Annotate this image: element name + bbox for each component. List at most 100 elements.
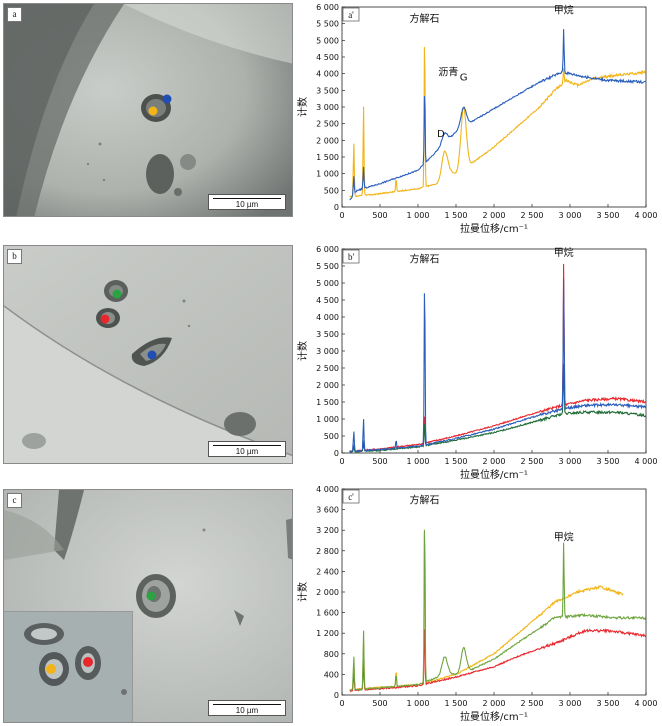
scale-bar-line: [213, 445, 281, 446]
analysis-point-blue: [162, 94, 172, 104]
x-tick-label: 2 500: [521, 457, 544, 466]
scale-bar-b: 10 µm: [208, 441, 286, 457]
x-tick-label: 500: [372, 457, 387, 466]
panel-label-b: b: [7, 249, 22, 264]
analysis-point-yellow: [46, 664, 56, 674]
chart-svg-c: 0 400 800 1 200 1 600 2 000 2 400 2 800 3 200 3 6…: [296, 485, 658, 723]
x-axis-label: 拉曼位移/cm⁻¹: [460, 222, 528, 235]
x-tick-label: 0: [339, 211, 344, 220]
y-tick-label: 4 000: [316, 313, 339, 322]
peak-annotation: 甲烷: [554, 246, 574, 259]
y-tick-label: 6 000: [316, 245, 339, 254]
y-tick-label: 1 500: [316, 398, 339, 407]
x-tick-label: 3 000: [559, 457, 582, 466]
scale-bar-label: 10 µm: [235, 200, 259, 209]
peak-annotation: 甲烷: [554, 531, 574, 544]
spectrum-series-line: [349, 263, 647, 453]
peak-annotation: 甲烷: [554, 4, 574, 17]
y-tick-label: 2 000: [316, 588, 339, 597]
y-tick-label: 400: [324, 670, 339, 679]
chart-svg-a: 0 500 1 000 1 500 2 000 2 500 3 000 3 500 4 000 4…: [296, 3, 658, 235]
svg-text:a': a': [348, 10, 354, 20]
scale-bar-label: 10 µm: [235, 447, 259, 456]
x-tick-label: 4 000: [635, 211, 658, 220]
peak-annotation: 方解石: [409, 493, 439, 506]
y-tick-label: 500: [324, 432, 339, 441]
scale-bar-a: 10 µm: [208, 194, 286, 210]
x-tick-label: 500: [372, 699, 387, 708]
raman-spectrum-chart-c: 0 400 800 1 200 1 600 2 000 2 400 2 800 3 200 3 6…: [296, 482, 662, 726]
peak-annotation: 方解石: [409, 12, 439, 25]
y-tick-label: 2 800: [316, 547, 339, 556]
peak-annotation: G: [460, 72, 468, 83]
plot-frame: [341, 248, 647, 454]
x-axis-label: 拉曼位移/cm⁻¹: [460, 468, 528, 481]
y-tick-label: 0: [334, 203, 339, 212]
x-tick-label: 1 500: [445, 211, 468, 220]
spectrum-series-line: [349, 278, 647, 453]
y-tick-label: 3 000: [316, 347, 339, 356]
y-tick-label: 0: [334, 449, 339, 458]
y-axis-label: 计数: [296, 97, 309, 117]
raman-spectrum-chart-a: 0 500 1 000 1 500 2 000 2 500 3 000 3 500 4 000 4…: [296, 0, 662, 240]
y-tick-label: 2 000: [316, 381, 339, 390]
y-tick-label: 1 000: [316, 170, 339, 179]
x-tick-label: 3 500: [597, 457, 620, 466]
spectrum-series-line: [349, 363, 647, 453]
y-tick-label: 2 500: [316, 364, 339, 373]
y-tick-label: 2 400: [316, 567, 339, 576]
y-tick-label: 5 000: [316, 279, 339, 288]
plot-frame: [341, 488, 647, 696]
spectrum-series-line: [349, 529, 647, 692]
peak-annotation: 方解石: [409, 253, 439, 266]
x-tick-label: 4 000: [635, 699, 658, 708]
peak-annotation: 沥青: [438, 65, 458, 78]
micrograph-a-image: [4, 4, 292, 216]
panel-label: b': [342, 249, 360, 264]
analysis-point-yellow: [148, 106, 158, 116]
x-tick-label: 3 000: [559, 699, 582, 708]
spectrum-series-line: [349, 46, 646, 198]
x-tick-label: 1 500: [445, 457, 468, 466]
scale-bar-line: [213, 198, 281, 199]
x-tick-label: 3 000: [559, 211, 582, 220]
micrograph-panel-a: a 10 µm: [3, 3, 293, 217]
y-axis-label: 计数: [296, 582, 309, 602]
y-tick-label: 5 500: [316, 20, 339, 29]
x-tick-label: 3 500: [597, 699, 620, 708]
x-tick-label: 0: [339, 699, 344, 708]
y-tick-label: 2 500: [316, 120, 339, 129]
peak-annotation: D: [437, 129, 445, 140]
x-tick-label: 1 500: [445, 699, 468, 708]
y-tick-label: 4 000: [316, 485, 339, 494]
y-tick-label: 0: [334, 691, 339, 700]
y-tick-label: 5 000: [316, 36, 339, 45]
y-tick-label: 3 600: [316, 506, 339, 515]
y-tick-label: 1 500: [316, 153, 339, 162]
spectrum-series-line: [349, 628, 647, 693]
x-tick-label: 2 000: [483, 699, 506, 708]
spectrum-series-line: [349, 533, 624, 692]
x-tick-label: 2 000: [483, 457, 506, 466]
y-tick-label: 5 500: [316, 262, 339, 271]
y-tick-label: 1 200: [316, 629, 339, 638]
raman-spectrum-chart-b: 0 500 1 000 1 500 2 000 2 500 3 000 3 500 4 000 4…: [296, 240, 662, 481]
y-axis-label: 计数: [296, 341, 309, 361]
y-tick-label: 4 000: [316, 70, 339, 79]
x-tick-label: 1 000: [407, 211, 430, 220]
y-tick-label: 3 500: [316, 86, 339, 95]
x-tick-label: 2 000: [483, 211, 506, 220]
inset-micrograph-c: [4, 611, 133, 722]
x-tick-label: 2 500: [521, 211, 544, 220]
x-tick-label: 1 000: [407, 699, 430, 708]
y-tick-label: 500: [324, 186, 339, 195]
svg-text:c': c': [348, 492, 354, 502]
panel-label-c: c: [7, 493, 22, 508]
chart-svg-b: 0 500 1 000 1 500 2 000 2 500 3 000 3 500 4 000 4…: [296, 245, 657, 481]
y-tick-label: 1 600: [316, 609, 339, 618]
analysis-point-red: [83, 657, 93, 667]
panel-label-a: a: [7, 7, 22, 22]
spectrum-series-line: [349, 29, 646, 201]
panel-label: c': [342, 489, 360, 504]
x-tick-label: 3 500: [597, 211, 620, 220]
